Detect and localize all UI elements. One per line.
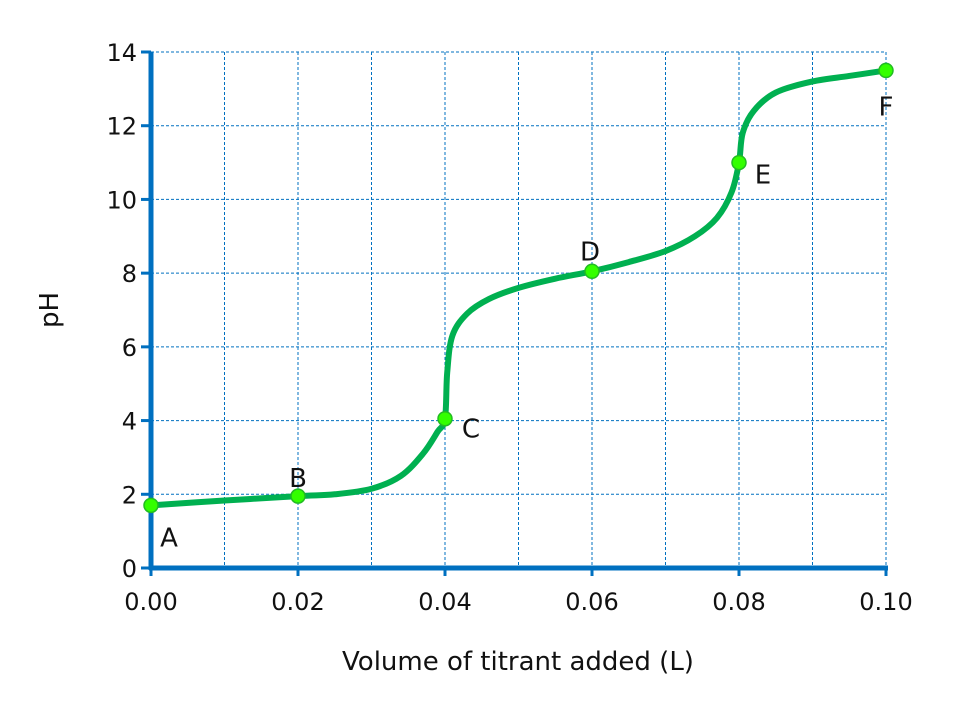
y-tick-label: 2 <box>122 481 137 509</box>
point-e <box>731 154 747 171</box>
y-tick-label: 0 <box>122 555 137 583</box>
point-c <box>437 410 453 427</box>
x-tick-label: 0.00 <box>124 588 177 616</box>
point-a <box>143 497 159 514</box>
x-tick-label: 0.10 <box>859 588 912 616</box>
y-tick-label: 14 <box>106 39 137 67</box>
x-axis-label: Volume of titrant added (L) <box>342 647 694 677</box>
y-tick-label: 10 <box>106 186 137 214</box>
y-tick-label: 12 <box>106 113 137 141</box>
x-tick-label: 0.06 <box>565 588 618 616</box>
tick-labels: 0 2 4 6 8 10 12 14 0.00 0.02 0.04 0.06 0.08 0.10 <box>106 39 912 616</box>
point-d <box>584 263 600 280</box>
axes <box>141 50 888 576</box>
y-tick-label: 8 <box>122 260 137 288</box>
x-tick-label: 0.04 <box>418 588 471 616</box>
point-label-c: C <box>462 415 480 445</box>
y-tick-label: 4 <box>122 408 137 436</box>
point-b <box>290 488 306 504</box>
point-label-f: F <box>879 92 894 122</box>
point-label-d: D <box>580 237 600 267</box>
point-label-a: A <box>160 523 178 553</box>
y-axis-label: pH <box>35 292 65 328</box>
titration-curve <box>148 67 889 509</box>
point-f <box>878 62 894 79</box>
point-label-b: B <box>289 464 307 494</box>
point-label-e: E <box>755 161 771 191</box>
x-tick-label: 0.02 <box>271 588 324 616</box>
grid <box>151 51 887 568</box>
y-tick-label: 6 <box>122 334 137 362</box>
data-points: A B C D E F <box>143 62 894 553</box>
x-tick-label: 0.08 <box>712 588 765 616</box>
